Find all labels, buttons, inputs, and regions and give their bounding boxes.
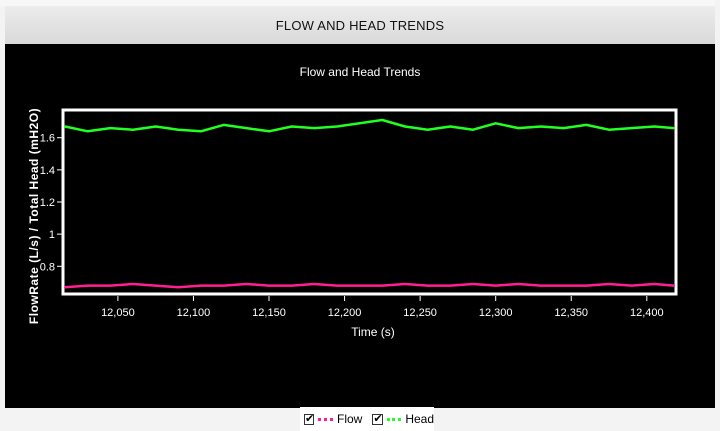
y-ticks: 0.8 1 1.2 1.4 1.6 — [40, 133, 62, 273]
flow-point — [177, 286, 180, 289]
head-point — [494, 122, 497, 125]
flow-point — [109, 284, 112, 287]
head-legend-label: Head — [405, 412, 434, 426]
section-title: FLOW AND HEAD TRENDS — [275, 17, 445, 33]
flow-point — [673, 284, 675, 287]
flow-point — [494, 284, 497, 287]
head-line — [64, 118, 675, 133]
flow-point — [200, 284, 202, 287]
y-tick-label: 1 — [49, 229, 55, 241]
head-point — [540, 125, 542, 128]
trend-chart: Flow and Head Trends FlowRate (L/s) / To… — [27, 65, 678, 339]
top-strip — [0, 0, 720, 6]
flow-point — [313, 283, 316, 285]
flow-point — [630, 284, 633, 287]
flow-point — [540, 284, 542, 287]
flow-point — [381, 284, 384, 287]
y-tick-label: 0.8 — [40, 261, 55, 273]
flow-point — [517, 283, 520, 285]
head-point — [313, 127, 316, 130]
head-point — [154, 125, 157, 128]
plot-frame — [61, 108, 678, 296]
head-point — [653, 125, 656, 128]
head-point — [585, 123, 588, 126]
flow-legend-label: Flow — [336, 412, 363, 426]
flow-point — [154, 284, 157, 287]
head-point — [290, 125, 293, 128]
head-point — [630, 127, 633, 130]
flow-point — [222, 284, 225, 287]
flow-point — [86, 284, 89, 287]
flow-point — [358, 284, 361, 287]
head-point — [608, 128, 610, 131]
head-point — [562, 127, 565, 130]
head-swatch — [386, 417, 402, 421]
legend: Flow Head — [300, 407, 434, 431]
chart-panel: Flow and Head Trends FlowRate (L/s) / To… — [5, 44, 715, 431]
flow-point — [449, 284, 452, 287]
flow-point — [336, 284, 338, 287]
flow-point — [132, 283, 134, 285]
x-tick-label: 12,100 — [177, 307, 211, 319]
head-point — [64, 125, 66, 128]
flow-point — [472, 283, 474, 285]
flow-series — [64, 282, 675, 289]
head-point — [86, 130, 89, 133]
head-point — [245, 127, 248, 130]
y-axis-label: FlowRate (L/s) / Total Head (mH2O) — [27, 108, 41, 324]
flow-point — [404, 283, 406, 285]
x-axis-label: Time (s) — [351, 325, 395, 339]
head-point — [426, 128, 429, 131]
head-point — [358, 122, 361, 125]
head-point — [449, 125, 452, 128]
head-point — [222, 123, 225, 126]
head-point — [404, 125, 406, 128]
head-point — [381, 119, 384, 121]
section-header: FLOW AND HEAD TRENDS — [5, 6, 715, 45]
x-tick-label: 12,250 — [403, 307, 437, 319]
x-tick-label: 12,400 — [630, 307, 664, 319]
flow-point — [245, 283, 248, 285]
flow-point — [653, 283, 656, 285]
head-point — [132, 128, 134, 131]
head-point — [517, 127, 520, 130]
head-point — [177, 128, 180, 131]
flow-point — [426, 284, 429, 287]
flow-point — [585, 284, 588, 287]
head-point — [673, 127, 675, 130]
chart-title: Flow and Head Trends — [300, 65, 421, 79]
head-point — [268, 130, 270, 133]
x-tick-label: 12,050 — [101, 307, 135, 319]
x-tick-label: 12,150 — [252, 307, 286, 319]
right-edge — [715, 0, 720, 412]
head-point — [336, 125, 338, 128]
flow-point — [268, 284, 270, 287]
flow-point — [290, 284, 293, 287]
flow-point — [64, 286, 66, 289]
x-ticks: 12,050 12,100 12,150 12,200 12,250 12,300 12,3… — [101, 296, 664, 319]
head-checkbox[interactable] — [372, 412, 383, 425]
y-tick-label: 1.4 — [40, 165, 55, 177]
flow-line — [64, 282, 675, 289]
x-tick-label: 12,200 — [328, 307, 362, 319]
flow-checkbox[interactable] — [304, 412, 315, 425]
y-tick-label: 1.2 — [40, 197, 55, 209]
head-point — [472, 128, 474, 131]
x-tick-label: 12,350 — [554, 307, 588, 319]
series-group — [64, 118, 675, 289]
head-point — [200, 130, 202, 133]
flow-point — [562, 284, 565, 287]
y-tick-label: 1.6 — [40, 133, 55, 145]
flow-swatch — [318, 417, 333, 421]
head-point — [109, 127, 112, 130]
flow-point — [608, 283, 610, 285]
head-series — [64, 118, 675, 133]
x-tick-label: 12,300 — [479, 307, 513, 319]
